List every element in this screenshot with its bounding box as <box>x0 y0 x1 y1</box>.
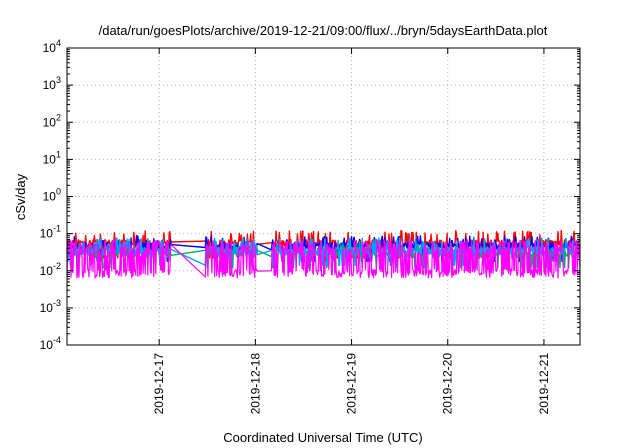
x-tick-label: 2019-12-17 <box>152 353 166 415</box>
grid-lines <box>67 48 580 345</box>
x-tick-label: 2019-12-18 <box>248 353 262 415</box>
x-tick-label: 2019-12-19 <box>345 353 359 415</box>
x-tick-label: 2019-12-20 <box>441 353 455 415</box>
y-tick-label: 102 <box>43 112 61 129</box>
chart-title: /data/run/goesPlots/archive/2019-12-21/0… <box>99 23 548 38</box>
y-tick-label: 10-2 <box>40 261 61 278</box>
y-tick-label: 103 <box>43 75 61 92</box>
series-line <box>66 239 581 279</box>
y-tick-label: 10-1 <box>40 224 61 241</box>
y-axis-label: cSv/day <box>13 173 28 220</box>
y-tick-label: 10-3 <box>40 298 61 315</box>
y-tick-label: 104 <box>43 38 61 55</box>
y-tick-label: 10-4 <box>40 335 61 352</box>
y-tick-label: 101 <box>43 149 61 166</box>
axes: 10-4 10-3 10-2 10-1 100 101 102 103 104 2019-12-1… <box>40 38 580 414</box>
series-layer <box>66 229 581 279</box>
x-axis-label: Coordinated Universal Time (UTC) <box>223 430 422 445</box>
x-tick-label: 2019-12-21 <box>537 353 551 415</box>
y-tick-label: 100 <box>43 187 61 204</box>
